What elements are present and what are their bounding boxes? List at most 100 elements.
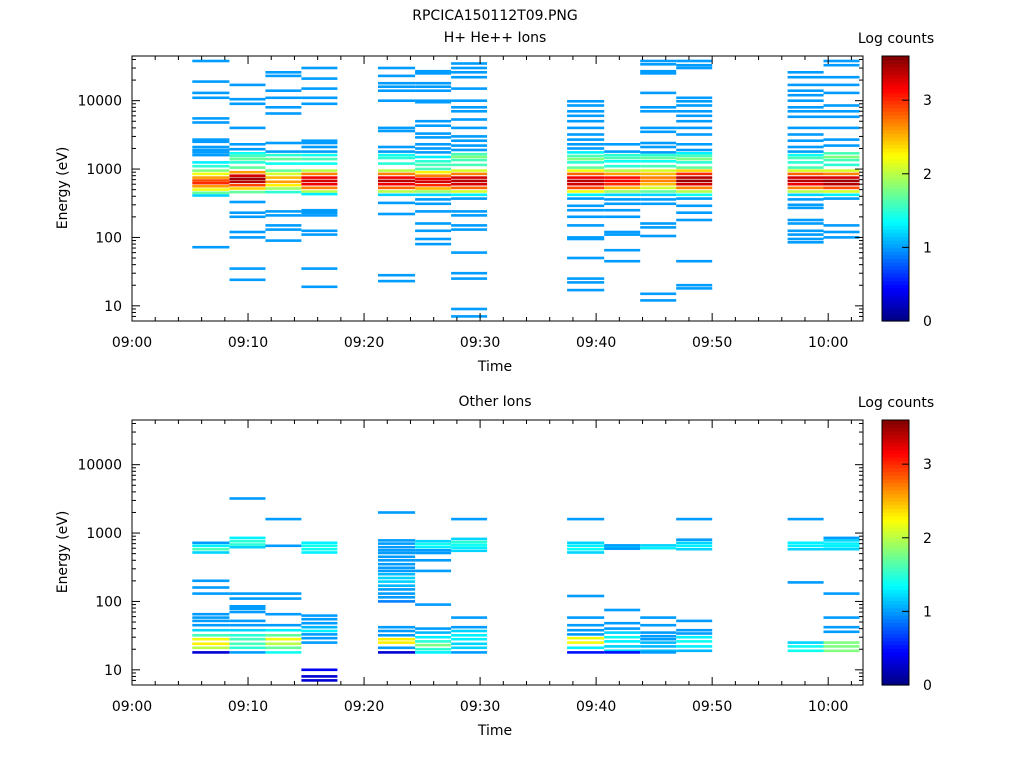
heatmap-cell bbox=[229, 646, 266, 650]
heatmap-cell bbox=[567, 204, 605, 208]
heatmap-cell bbox=[192, 544, 230, 548]
heatmap-cell bbox=[823, 115, 860, 119]
colorbar-tick-label: 3 bbox=[923, 93, 932, 109]
colorbar-segment bbox=[882, 500, 909, 506]
heatmap-cell bbox=[787, 237, 824, 241]
heatmap-cell bbox=[787, 172, 824, 176]
heatmap-cell bbox=[604, 156, 641, 160]
colorbar-segment bbox=[882, 236, 909, 241]
heatmap-cell bbox=[676, 182, 713, 186]
heatmap-cell bbox=[301, 182, 338, 186]
heatmap-cell bbox=[451, 251, 488, 254]
colorbar-segment bbox=[882, 85, 909, 90]
heatmap-cell bbox=[192, 179, 230, 182]
colorbar-frame bbox=[881, 55, 910, 322]
heatmap-cell bbox=[378, 150, 416, 153]
heatmap-cell bbox=[265, 239, 302, 242]
heatmap-cell bbox=[265, 210, 302, 213]
colorbar-segment bbox=[882, 644, 909, 649]
colorbar-segment bbox=[882, 81, 909, 87]
heatmap-cell bbox=[415, 643, 452, 647]
y-tick-label: 1000 bbox=[86, 162, 122, 178]
heatmap-cell bbox=[378, 634, 416, 637]
plot-frame bbox=[131, 55, 864, 322]
heatmap-cell bbox=[676, 649, 713, 653]
colorbar-segment bbox=[882, 287, 909, 293]
heatmap-cell bbox=[301, 145, 338, 149]
heatmap-cell bbox=[823, 236, 860, 239]
heatmap-cell bbox=[378, 572, 416, 576]
heatmap-cell bbox=[823, 155, 860, 159]
heatmap-cell bbox=[301, 190, 338, 193]
heatmap-cell bbox=[567, 147, 605, 150]
heatmap-cell bbox=[787, 193, 824, 197]
heatmap-cell bbox=[604, 150, 641, 153]
heatmap-cell bbox=[192, 547, 230, 551]
heatmap-cell bbox=[301, 544, 338, 548]
heatmap-cell bbox=[229, 166, 266, 169]
colorbar-segment bbox=[882, 103, 909, 109]
heatmap-cell bbox=[676, 179, 713, 183]
heatmap-cell bbox=[604, 182, 641, 186]
heatmap-cell bbox=[265, 157, 302, 161]
heatmap-cell bbox=[567, 281, 605, 284]
heatmap-cell bbox=[192, 194, 230, 197]
heatmap-cell bbox=[451, 616, 488, 619]
heatmap-cell bbox=[378, 201, 416, 205]
colorbar-segment bbox=[882, 217, 909, 223]
heatmap-cell bbox=[640, 172, 677, 176]
heatmap-cell bbox=[415, 167, 452, 171]
colorbar-segment bbox=[882, 251, 909, 256]
colorbar-segment bbox=[882, 651, 909, 657]
heatmap-cell bbox=[567, 623, 605, 627]
heatmap-cell bbox=[676, 166, 713, 169]
heatmap-cell bbox=[676, 154, 713, 158]
heatmap-cell bbox=[823, 91, 860, 95]
heatmap-cell bbox=[640, 616, 677, 619]
heatmap-cell bbox=[415, 545, 452, 549]
heatmap-cell bbox=[567, 133, 605, 136]
heatmap-cell bbox=[301, 614, 338, 617]
colorbar-segment bbox=[882, 567, 909, 572]
colorbar-segment bbox=[882, 133, 909, 138]
colorbar-segment bbox=[882, 199, 909, 204]
heatmap-cell bbox=[265, 150, 302, 153]
heatmap-cell bbox=[415, 210, 452, 213]
heatmap-cell bbox=[567, 169, 605, 172]
heatmap-cell bbox=[640, 186, 677, 190]
colorbar-segment bbox=[882, 475, 909, 480]
heatmap-cell bbox=[451, 186, 488, 190]
heatmap-cell bbox=[640, 145, 677, 149]
heatmap-cell bbox=[604, 193, 641, 197]
heatmap-cell bbox=[378, 273, 416, 277]
heatmap-cell bbox=[787, 83, 824, 87]
heatmap-cell bbox=[301, 172, 338, 176]
heatmap-cell bbox=[787, 198, 824, 201]
heatmap-cell bbox=[567, 547, 605, 551]
heatmap-cell bbox=[451, 71, 488, 74]
heatmap-cell bbox=[378, 99, 416, 102]
heatmap-cell bbox=[265, 214, 302, 217]
heatmap-cell bbox=[301, 551, 338, 554]
heatmap-cell bbox=[451, 277, 488, 280]
colorbar-segment bbox=[882, 170, 909, 175]
heatmap-cell bbox=[823, 158, 860, 162]
heatmap-cell bbox=[451, 634, 488, 637]
heatmap-cells bbox=[192, 497, 860, 682]
heatmap-cell bbox=[567, 651, 605, 654]
heatmap-cell bbox=[192, 176, 230, 179]
colorbar-segment bbox=[882, 615, 909, 620]
colorbar-tick-label: 1 bbox=[923, 604, 932, 620]
heatmap-cell bbox=[640, 63, 677, 66]
heatmap-cell bbox=[567, 110, 605, 113]
axes: 09:00 09:10 09:20 09:30 09:40 09:50 10:00 10 100… bbox=[77, 56, 863, 351]
heatmap-cell bbox=[640, 141, 677, 145]
heatmap-cell bbox=[604, 631, 641, 634]
colorbar-tick-label: 0 bbox=[923, 314, 932, 330]
heatmap-cells bbox=[192, 59, 860, 318]
heatmap-cell bbox=[378, 129, 416, 133]
heatmap-cell bbox=[787, 206, 824, 210]
heatmap-cell bbox=[229, 183, 266, 187]
heatmap-cell bbox=[265, 153, 302, 157]
heatmap-cell bbox=[787, 222, 824, 225]
